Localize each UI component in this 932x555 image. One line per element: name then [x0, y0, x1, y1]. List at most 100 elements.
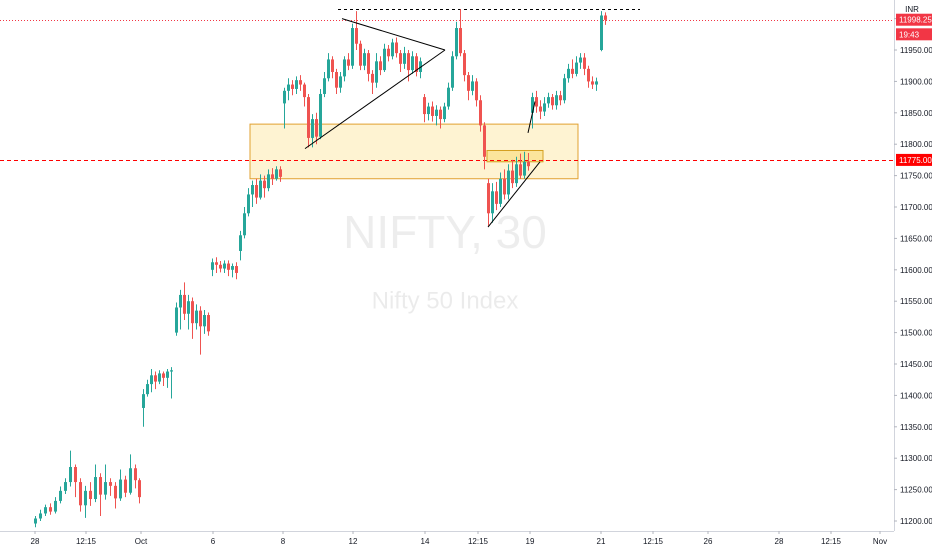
- candle-body-31: [179, 294, 182, 308]
- candle-body-81: [379, 61, 382, 71]
- candle-body-15: [109, 482, 112, 486]
- candle-body-117: [523, 161, 526, 176]
- candle-body-129: [571, 68, 574, 74]
- candle-body-105: [475, 81, 478, 101]
- candle-body-82: [383, 48, 386, 71]
- candle-body-24: [150, 375, 153, 385]
- candle-body-48: [247, 194, 250, 214]
- candle-body-32: [183, 294, 186, 314]
- candle-body-87: [403, 53, 406, 64]
- watermark-symbol: NIFTY, 30: [343, 206, 547, 258]
- candle-body-11: [89, 490, 92, 500]
- candle-body-25: [154, 375, 157, 382]
- candle-body-119: [531, 97, 534, 113]
- y-tick-label-1: 11250.00: [900, 486, 932, 495]
- candle-body-9: [79, 482, 82, 506]
- candle-body-120: [535, 97, 538, 107]
- candle-body-2: [44, 507, 47, 514]
- candle-body-93: [427, 106, 430, 115]
- candle-body-79: [371, 73, 374, 83]
- candle-body-91: [419, 61, 422, 72]
- candle-body-26: [158, 373, 161, 382]
- x-tick-label-12: 28: [775, 537, 784, 546]
- candle-body-14: [104, 482, 107, 495]
- x-tick-label-11: 26: [704, 537, 713, 546]
- candle-body-36: [199, 310, 202, 327]
- candle-body-35: [195, 310, 198, 324]
- x-tick-label-8: 19: [526, 537, 535, 546]
- candle-body-12: [94, 477, 97, 500]
- trendline-0: [341, 18, 446, 51]
- candle-body-0: [34, 518, 37, 524]
- candle-body-125: [555, 95, 558, 106]
- candle-body-5: [59, 490, 62, 501]
- candle-body-106: [479, 100, 482, 126]
- candle-body-66: [319, 93, 322, 137]
- candle-body-95: [435, 109, 438, 116]
- candle-body-122: [543, 103, 546, 112]
- candle-body-90: [415, 56, 418, 72]
- candle-body-135: [595, 81, 598, 85]
- y-tick-label-7: 11550.00: [900, 297, 932, 306]
- candle-body-19: [129, 468, 132, 493]
- x-tick-label-1: 12:15: [76, 537, 97, 546]
- watermark-name: Nifty 50 Index: [372, 287, 519, 314]
- candle-body-112: [503, 178, 506, 195]
- candle-body-47: [243, 213, 246, 236]
- candle-body-43: [227, 263, 230, 270]
- candle-body-126: [559, 95, 562, 101]
- candle-body-42: [223, 263, 226, 269]
- x-tick-label-10: 12:15: [643, 537, 664, 546]
- y-tick-label-9: 11650.00: [900, 234, 932, 243]
- candle-body-6: [64, 482, 67, 491]
- candle-body-60: [295, 80, 298, 89]
- x-tick-label-14: Nov: [873, 537, 887, 546]
- candle-body-102: [463, 53, 466, 76]
- candle-body-40: [215, 262, 218, 265]
- candle-body-111: [499, 178, 502, 204]
- trendline-1: [304, 49, 446, 150]
- candle-body-57: [283, 90, 286, 104]
- y-tick-label-2: 11300.00: [900, 454, 932, 463]
- candle-body-7: [69, 466, 72, 483]
- candle-body-124: [551, 97, 554, 106]
- candle-body-21: [138, 480, 141, 498]
- candle-body-41: [219, 264, 222, 269]
- plot-area: [0, 0, 894, 531]
- candle-body-67: [323, 78, 326, 94]
- x-tick-label-9: 21: [597, 537, 606, 546]
- candle-body-23: [146, 384, 149, 395]
- candle-body-115: [515, 164, 518, 184]
- candle-body-4: [54, 500, 57, 512]
- y-tick-label-13: 11850.00: [900, 109, 932, 118]
- candle-body-16: [114, 485, 117, 499]
- candle-body-69: [331, 59, 334, 72]
- candle-body-136: [600, 15, 603, 51]
- candle-body-92: [423, 97, 426, 115]
- candle-body-86: [399, 53, 402, 64]
- candle-body-130: [575, 62, 578, 74]
- candle-body-78: [367, 53, 370, 74]
- price-label-2: 11775.00: [899, 156, 932, 165]
- price-label-bg-0: [896, 13, 932, 26]
- candle-body-63: [307, 97, 310, 138]
- candle-body-49: [251, 185, 254, 195]
- y-tick-label-3: 11350.00: [900, 423, 932, 432]
- candle-body-75: [355, 28, 358, 44]
- candle-body-121: [539, 106, 542, 112]
- candle-body-70: [335, 71, 338, 88]
- candle-body-114: [511, 170, 514, 184]
- candle-body-13: [99, 477, 102, 495]
- y-tick-label-14: 11900.00: [900, 77, 932, 86]
- candle-body-46: [239, 235, 242, 251]
- candle-body-109: [491, 191, 494, 214]
- candle-body-116: [519, 164, 522, 176]
- x-tick-label-6: 14: [421, 537, 430, 546]
- zone-rect-1: [486, 149, 544, 163]
- candle-body-29: [170, 370, 173, 372]
- candle-body-65: [315, 119, 318, 137]
- y-tick-label-4: 11400.00: [900, 391, 932, 400]
- candle-body-54: [271, 174, 274, 179]
- candle-body-20: [134, 468, 137, 481]
- candle-body-132: [583, 57, 586, 69]
